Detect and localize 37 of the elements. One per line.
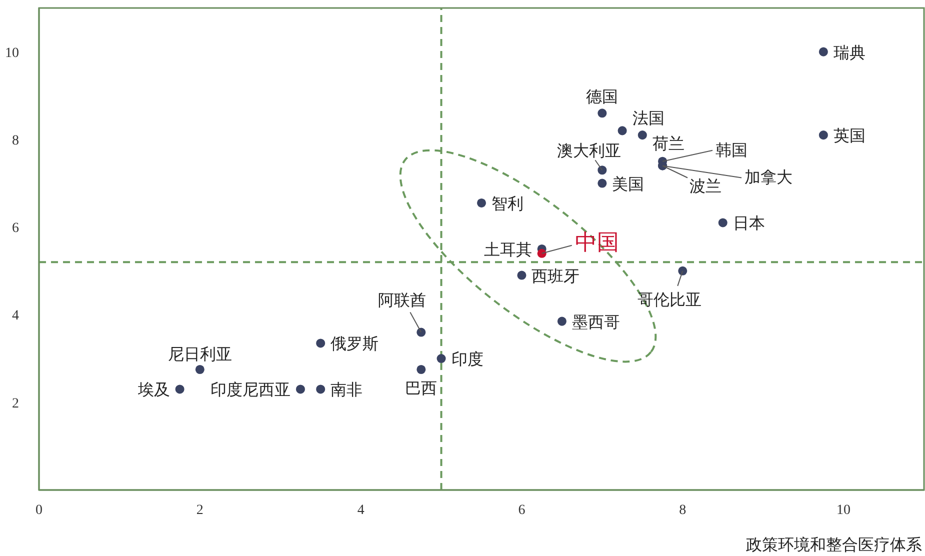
annotation: 英国 [833, 126, 866, 146]
annotation: 俄罗斯 [330, 334, 379, 354]
annotation: 尼日利亚 [168, 344, 232, 364]
y-tick-label: 10 [5, 46, 19, 61]
y-tick-label: 2 [12, 396, 19, 412]
annotation: 瑞典 [833, 42, 866, 62]
x-axis-title: 政策环境和整合医疗体系 [746, 535, 922, 554]
annotation: 波兰 [690, 176, 722, 196]
x-tick-label: 8 [679, 502, 686, 518]
annotation: 印度 [451, 350, 484, 369]
x-tick-label: 2 [196, 502, 204, 518]
annotation: 智利 [492, 194, 524, 213]
annotation: 南非 [330, 380, 363, 400]
annotation: 土耳其 [484, 240, 532, 259]
annotation: 巴西 [405, 378, 438, 398]
x-tick-label: 10 [836, 502, 851, 518]
annotation: 美国 [612, 174, 644, 194]
annotation: 墨西哥 [572, 312, 620, 332]
annotation: 哥伦比亚 [638, 290, 702, 309]
annotation: 埃及 [136, 380, 170, 400]
x-tick-label: 0 [36, 502, 42, 518]
annotation: 西班牙 [532, 266, 580, 286]
x-tick-label: 4 [357, 502, 364, 518]
y-tick-label: 8 [12, 133, 19, 148]
y-tick-label: 4 [12, 308, 19, 324]
y-tick-label: 6 [12, 221, 19, 236]
annotation: 加拿大 [744, 168, 793, 187]
x-tick-label: 6 [518, 502, 526, 518]
annotation: 中国 [574, 230, 619, 256]
annotation: 日本 [732, 214, 765, 233]
annotation: 印度尼西亚 [210, 380, 290, 400]
annotation: 韩国 [716, 140, 748, 160]
annotation: 法国 [632, 108, 664, 128]
annotation: 德国 [586, 87, 618, 106]
annotation: 阿联酋 [378, 290, 426, 310]
annotation: 澳大利亚 [557, 141, 622, 160]
annotation: 荷兰 [652, 134, 684, 154]
